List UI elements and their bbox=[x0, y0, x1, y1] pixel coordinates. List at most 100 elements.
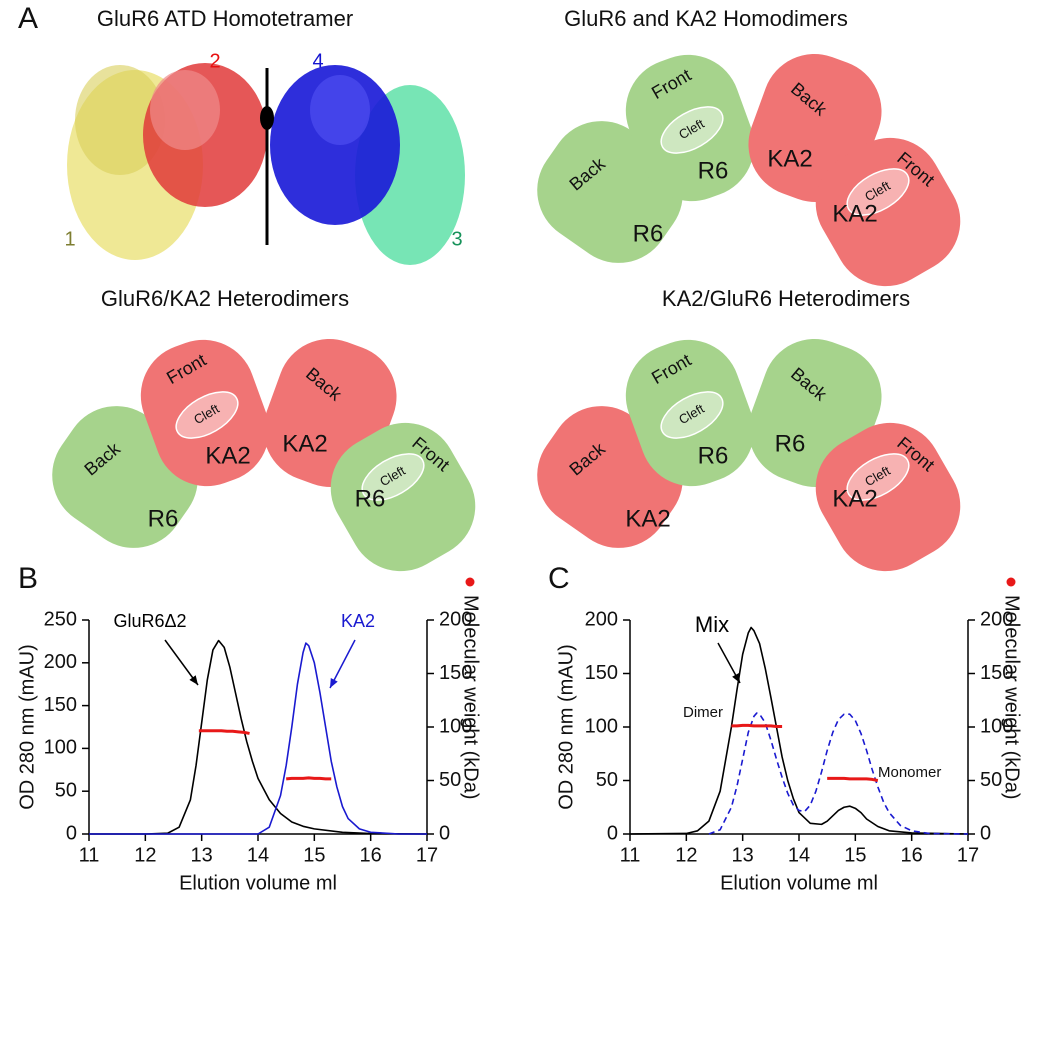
x-tick-label: 12 bbox=[134, 844, 156, 866]
series-label: KA2 bbox=[341, 611, 375, 631]
series-line bbox=[708, 712, 969, 835]
cleft bbox=[846, 453, 910, 501]
y2-axis-label: Molecular weight (kDa) bbox=[1001, 595, 1023, 800]
y-tick-label: 150 bbox=[44, 694, 77, 716]
x-axis-label: Elution volume ml bbox=[179, 872, 337, 894]
subunit-blob bbox=[625, 54, 755, 202]
y2-tick-label: 0 bbox=[439, 822, 450, 844]
subunit-blob bbox=[330, 422, 476, 572]
y2-marker-dot bbox=[1006, 577, 1016, 587]
x-tick-label: 11 bbox=[79, 844, 100, 866]
y2-marker-dot bbox=[465, 577, 475, 587]
subunit-2-ribbon bbox=[150, 70, 220, 150]
y-tick-label: 100 bbox=[44, 737, 77, 759]
annotation: Monomer bbox=[878, 764, 941, 781]
x-tick-label: 15 bbox=[303, 844, 325, 866]
cleft bbox=[660, 106, 724, 154]
subunit-name: KA2 bbox=[625, 505, 670, 532]
y2-tick-label: 50 bbox=[980, 769, 1002, 791]
panel-title: GluR6/KA2 Heterodimers bbox=[101, 286, 349, 311]
x-axis-label: Elution volume ml bbox=[720, 872, 878, 894]
cleft bbox=[361, 453, 425, 501]
panel-letter: A bbox=[18, 2, 38, 35]
subunit-blob bbox=[815, 422, 961, 572]
x-tick-label: 14 bbox=[788, 844, 810, 866]
y2-tick-label: 100 bbox=[439, 715, 472, 737]
panel-letter: C bbox=[548, 562, 570, 595]
series-line bbox=[198, 729, 250, 735]
subunit-name: KA2 bbox=[832, 485, 877, 512]
x-tick-label: 16 bbox=[360, 844, 382, 866]
subunit-name: R6 bbox=[698, 442, 729, 469]
x-tick-label: 17 bbox=[957, 844, 979, 866]
subunit-blob bbox=[815, 137, 961, 287]
x-tick-label: 11 bbox=[620, 844, 641, 866]
y2-tick-label: 50 bbox=[439, 769, 461, 791]
subunit-1-ribbon bbox=[75, 65, 165, 175]
subunit-name: R6 bbox=[633, 220, 664, 247]
y-tick-label: 100 bbox=[585, 715, 618, 737]
y-tick-label: 150 bbox=[585, 662, 618, 684]
annotation: Dimer bbox=[683, 704, 723, 721]
subunit-name: KA2 bbox=[282, 430, 327, 457]
twofold-symbol bbox=[260, 106, 274, 130]
y2-tick-label: 200 bbox=[439, 608, 472, 630]
cleft bbox=[175, 391, 239, 439]
y-tick-label: 0 bbox=[66, 822, 77, 844]
panel-title: GluR6 and KA2 Homodimers bbox=[564, 6, 848, 31]
subunit-number: 1 bbox=[64, 228, 75, 250]
y-tick-label: 50 bbox=[55, 779, 77, 801]
x-tick-label: 15 bbox=[844, 844, 866, 866]
y-tick-label: 200 bbox=[44, 651, 77, 673]
subunit-name: R6 bbox=[698, 157, 729, 184]
subunit-name: R6 bbox=[355, 485, 386, 512]
series-label: Mix bbox=[695, 612, 729, 637]
subunit-4-ribbon bbox=[310, 75, 370, 145]
subunit-name: R6 bbox=[148, 505, 179, 532]
panel-title: GluR6 ATD Homotetramer bbox=[97, 6, 353, 31]
series-line bbox=[89, 642, 427, 835]
x-tick-label: 17 bbox=[416, 844, 438, 866]
subunit-number: 2 bbox=[209, 50, 220, 72]
y-axis-label: OD 280 nm (mAU) bbox=[555, 644, 577, 810]
subunit-blob bbox=[140, 339, 270, 487]
series-line bbox=[731, 723, 783, 728]
y-tick-label: 250 bbox=[44, 608, 77, 630]
panel-letter: B bbox=[18, 562, 38, 595]
series-line bbox=[629, 626, 969, 835]
series-line bbox=[89, 639, 428, 835]
subunit-number: 3 bbox=[451, 228, 462, 250]
y-axis-label: OD 280 nm (mAU) bbox=[16, 644, 38, 810]
series-label: GluR6Δ2 bbox=[113, 611, 186, 631]
y-tick-label: 200 bbox=[585, 608, 618, 630]
subunit-name: KA2 bbox=[205, 442, 250, 469]
y2-tick-label: 200 bbox=[980, 608, 1013, 630]
x-tick-label: 16 bbox=[901, 844, 923, 866]
y2-tick-label: 150 bbox=[980, 662, 1013, 684]
cleft bbox=[660, 391, 724, 439]
panel-title: KA2/GluR6 Heterodimers bbox=[662, 286, 910, 311]
subunit-name: R6 bbox=[775, 430, 806, 457]
tetramer-structure bbox=[67, 63, 465, 265]
subunit-blob bbox=[625, 339, 755, 487]
arrow-head bbox=[732, 673, 740, 683]
y2-axis-label: Molecular weight (kDa) bbox=[460, 595, 482, 800]
series-line bbox=[827, 776, 879, 782]
x-tick-label: 13 bbox=[732, 844, 754, 866]
y-tick-label: 50 bbox=[596, 769, 618, 791]
series-line bbox=[286, 776, 332, 781]
y2-tick-label: 0 bbox=[980, 822, 991, 844]
subunit-number: 4 bbox=[312, 50, 323, 72]
y2-tick-label: 150 bbox=[439, 662, 472, 684]
subunit-name: KA2 bbox=[767, 145, 812, 172]
arrow-head bbox=[189, 675, 198, 685]
y2-tick-label: 100 bbox=[980, 715, 1013, 737]
